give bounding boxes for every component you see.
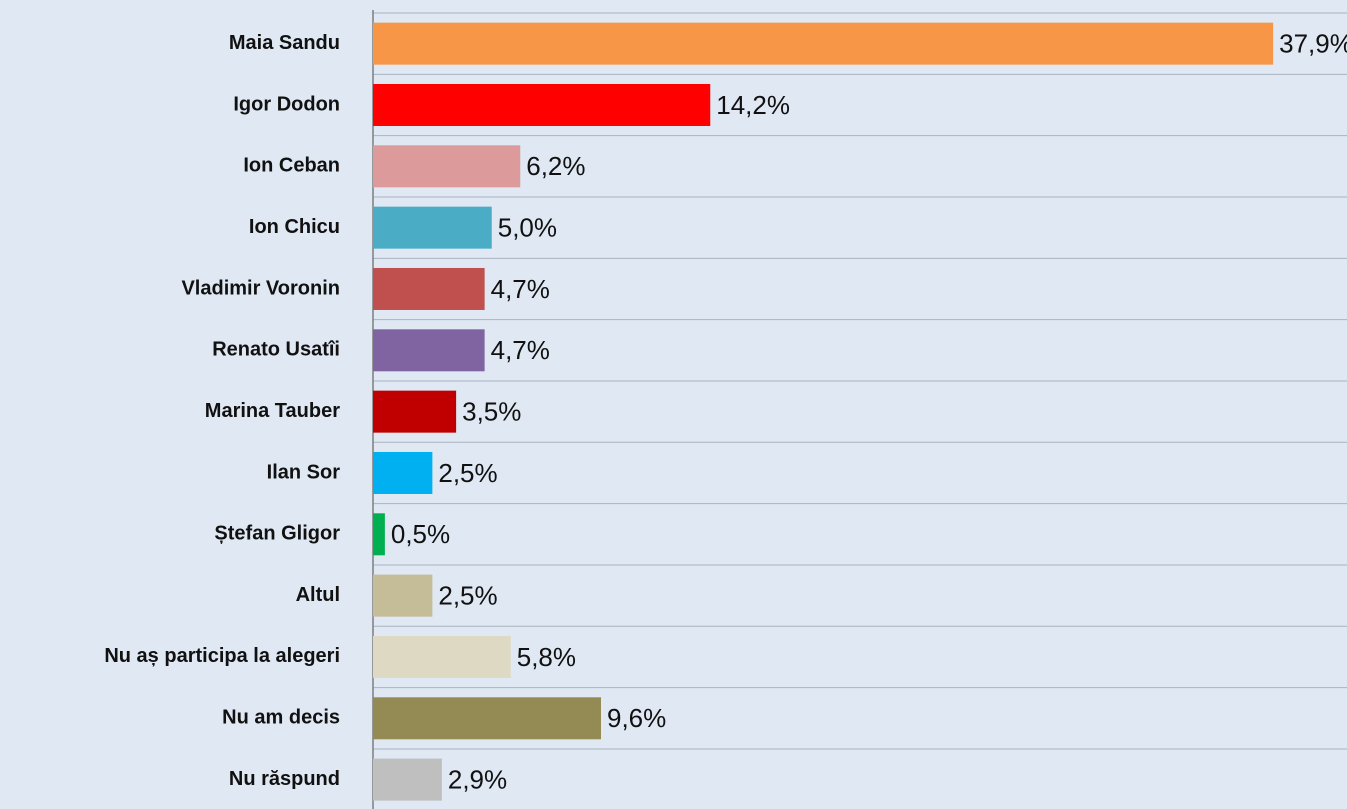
value-label: 3,5% [462,397,521,427]
bar [373,83,711,126]
bar [373,329,485,372]
bar [373,758,442,801]
category-label: Nu aș participa la alegeri [104,645,340,667]
value-label: 14,2% [716,90,790,120]
value-label: 4,7% [491,335,550,365]
category-label: Vladimir Voronin [181,277,340,299]
value-label: 37,9% [1279,29,1347,59]
value-label: 2,9% [448,765,507,795]
value-label: 6,2% [526,151,585,181]
bar [373,513,385,556]
category-label: Ion Chicu [249,216,340,238]
value-label: 9,6% [607,703,666,733]
bar [373,267,485,310]
category-label: Nu răspund [229,768,340,790]
bar [373,574,433,617]
category-label: Renato Usatîi [212,339,340,361]
value-label: 0,5% [391,519,450,549]
bar [373,697,601,740]
value-label: 5,8% [517,642,576,672]
category-label: Maia Sandu [229,32,340,54]
category-label: Igor Dodon [233,93,340,115]
bar [373,390,457,433]
category-label: Marina Tauber [205,400,340,422]
bar [373,206,492,249]
category-label: Nu am decis [222,707,340,729]
bar [373,22,1274,65]
category-label: Altul [296,584,340,606]
category-label: Ștefan Gligor [214,523,340,545]
bar [373,145,521,188]
bar [373,635,511,678]
value-label: 2,5% [438,458,497,488]
value-label: 4,7% [491,274,550,304]
value-label: 2,5% [438,581,497,611]
bar [373,451,433,494]
category-label: Ion Ceban [243,155,340,177]
category-label: Ilan Sor [267,461,341,483]
value-label: 5,0% [498,213,557,243]
